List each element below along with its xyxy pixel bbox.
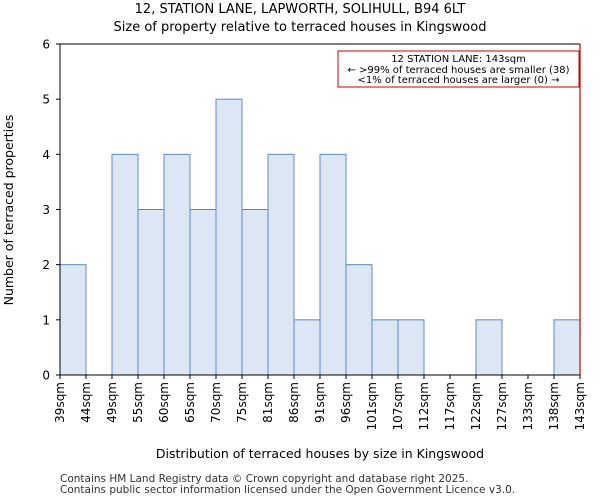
annotation-line3: <1% of terraced houses are larger (0) → [358,75,560,86]
x-tick-label: 112sqm [417,382,431,430]
y-tick-label: 1 [42,313,50,327]
histogram-bar [59,264,87,376]
x-tick-label: 96sqm [339,382,353,423]
y-tick-label: 6 [42,38,50,52]
y-tick-label: 2 [42,258,50,272]
x-tick-label: 138sqm [547,382,561,430]
annotation-box [337,50,580,88]
y-tick-label: 3 [42,203,50,217]
x-tick-label: 122sqm [469,382,483,430]
x-tick-label: 133sqm [521,382,535,430]
histogram-bar [553,319,581,376]
x-tick-label: 55sqm [131,382,145,423]
y-tick-label: 4 [42,148,50,162]
histogram-bar [137,209,165,376]
x-tick-label: 91sqm [313,382,327,423]
x-tick-label: 86sqm [287,382,301,423]
y-tick-label: 5 [42,93,50,107]
x-tick-label: 101sqm [365,382,379,430]
x-tick-label: 143sqm [573,382,587,430]
annotation-line1: 12 STATION LANE: 143sqm [391,54,526,65]
histogram-bar [345,264,373,376]
x-tick-label: 49sqm [105,382,119,423]
x-tick-label: 60sqm [157,382,171,423]
x-tick-label: 75sqm [235,382,249,423]
y-axis-label: Number of terraced properties [1,115,16,306]
footer-licence: Contains public sector information licen… [60,484,516,496]
histogram-bar [475,319,503,376]
chart-subtitle: Size of property relative to terraced ho… [113,20,487,35]
x-tick-label: 81sqm [261,382,275,423]
histogram-bar [319,153,347,376]
histogram-bar [371,319,399,376]
histogram-bar [163,153,191,376]
chart-title: 12, STATION LANE, LAPWORTH, SOLIHULL, B9… [134,2,466,17]
x-tick-label: 44sqm [79,382,93,423]
histogram-bar [397,319,425,376]
footer-copyright: Contains HM Land Registry data © Crown c… [60,473,469,485]
annotation-line2: ← >99% of terraced houses are smaller (3… [347,65,569,76]
y-tick-label: 0 [42,369,50,383]
histogram-bar [293,319,321,376]
histogram-bar [189,209,217,376]
histogram-bar [215,98,243,376]
x-tick-label: 117sqm [443,382,457,430]
histogram-bar [267,153,295,376]
x-tick-label: 107sqm [391,382,405,430]
x-tick-label: 65sqm [183,382,197,423]
histogram-bar [111,153,139,376]
x-tick-label: 39sqm [53,382,67,423]
x-tick-label: 127sqm [495,382,509,430]
x-tick-label: 70sqm [209,382,223,423]
x-axis-label: Distribution of terraced houses by size … [156,446,484,461]
histogram-bar [241,209,269,376]
